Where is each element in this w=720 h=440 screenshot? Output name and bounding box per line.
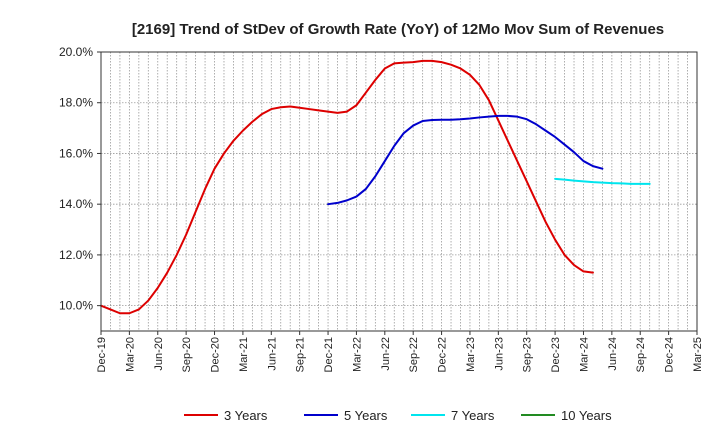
- x-tick-label: Sep-20: [181, 337, 193, 372]
- legend: 3 Years 5 Years 7 Years 10 Years: [184, 408, 612, 423]
- x-tick-label: Jun-21: [266, 337, 278, 371]
- y-tick-label: 18.0%: [59, 96, 93, 110]
- x-tick-label: Jun-24: [607, 337, 619, 371]
- x-tick-label: Mar-22: [351, 337, 363, 372]
- x-tick-label: Mar-20: [124, 337, 136, 372]
- grid: [101, 52, 697, 331]
- y-tick-label: 14.0%: [59, 197, 93, 211]
- y-tick-label: 16.0%: [59, 146, 93, 160]
- x-tick-label: Dec-22: [437, 337, 449, 372]
- x-axis-ticks: Dec-19 Mar-20 Jun-20 Sep-20 Dec-20 Mar-21 Jun-…: [96, 331, 704, 372]
- x-tick-label: Sep-22: [408, 337, 420, 372]
- x-tick-label: Dec-20: [210, 337, 222, 372]
- plot-frame: [101, 52, 697, 331]
- legend-label-10-years: 10 Years: [561, 408, 612, 423]
- x-tick-label: Sep-24: [635, 337, 647, 372]
- x-tick-label: Mar-21: [238, 337, 250, 372]
- chart-title: [2169] Trend of StDev of Growth Rate (Yo…: [132, 21, 664, 38]
- y-tick-label: 12.0%: [59, 248, 93, 262]
- legend-label-7-years: 7 Years: [451, 408, 495, 423]
- x-tick-label: Mar-24: [578, 337, 590, 372]
- legend-label-5-years: 5 Years: [344, 408, 388, 423]
- x-tick-label: Dec-19: [96, 337, 108, 372]
- x-tick-label: Mar-25: [692, 337, 704, 372]
- x-tick-label: Dec-21: [323, 337, 335, 372]
- x-tick-label: Jun-20: [153, 337, 165, 371]
- x-tick-label: Mar-23: [465, 337, 477, 372]
- y-tick-label: 20.0%: [59, 45, 93, 59]
- x-tick-label: Dec-23: [550, 337, 562, 372]
- x-tick-label: Jun-23: [493, 337, 505, 371]
- chart: [2169] Trend of StDev of Growth Rate (Yo…: [0, 0, 720, 440]
- series-line-5-years: [328, 116, 602, 204]
- x-tick-label: Dec-24: [664, 337, 676, 372]
- x-tick-label: Sep-21: [295, 337, 307, 372]
- y-axis-ticks: 10.0% 12.0% 14.0% 16.0% 18.0% 20.0%: [59, 45, 101, 313]
- x-tick-label: Sep-23: [522, 337, 534, 372]
- legend-label-3-years: 3 Years: [224, 408, 268, 423]
- x-tick-label: Jun-22: [380, 337, 392, 371]
- y-tick-label: 10.0%: [59, 299, 93, 313]
